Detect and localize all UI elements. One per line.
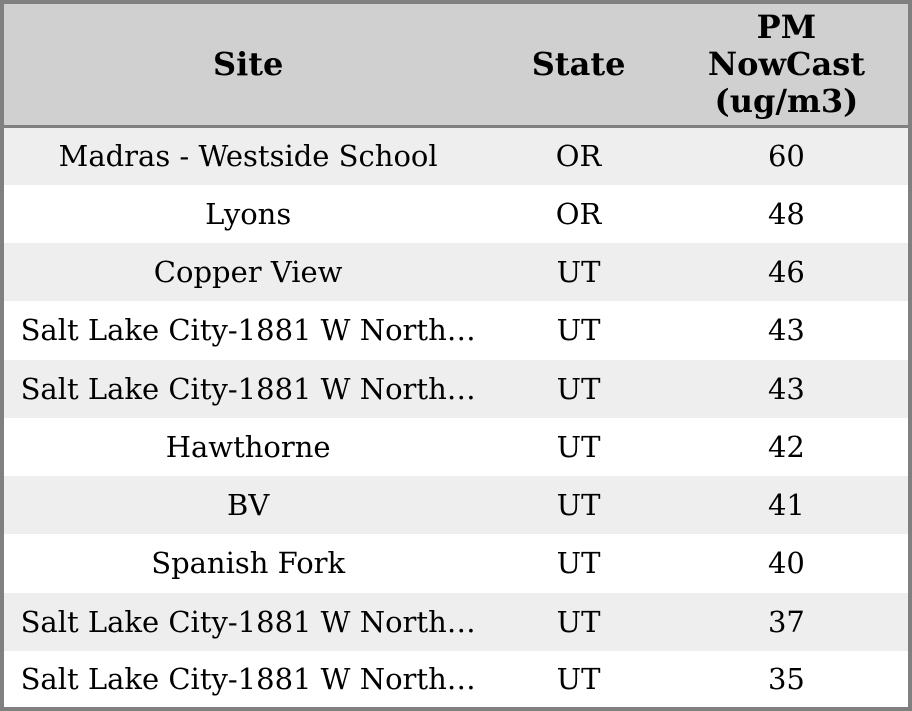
cell-state: UT <box>556 546 601 581</box>
table-row: Lyons OR 48 <box>2 184 910 243</box>
col-header-state: State <box>492 2 665 128</box>
cell-pm: 48 <box>767 196 805 231</box>
cell-state: UT <box>556 488 601 523</box>
table-row: BV UT 41 <box>2 476 910 535</box>
cell-pm: 42 <box>767 429 805 464</box>
cell-site: Salt Lake City-1881 W North… <box>20 313 476 348</box>
table-row: Spanish Fork UT 40 <box>2 534 910 593</box>
table-row: Hawthorne UT 42 <box>2 417 910 476</box>
cell-state: OR <box>555 139 602 174</box>
cell-state: UT <box>556 255 601 290</box>
cell-site: Salt Lake City-1881 W North… <box>20 661 476 696</box>
col-header-site: Site <box>2 2 493 128</box>
cell-state: UT <box>556 313 601 348</box>
cell-pm: 46 <box>767 255 805 290</box>
cell-pm: 41 <box>767 488 805 523</box>
table-row: Salt Lake City-1881 W North… UT 37 <box>2 592 910 651</box>
cell-site: Salt Lake City-1881 W North… <box>20 371 476 406</box>
table-row: Madras - Westside School OR 60 <box>2 126 910 185</box>
cell-state: UT <box>556 429 601 464</box>
cell-site: Salt Lake City-1881 W North… <box>20 604 476 639</box>
header-row: Site State PM NowCast (ug/m3) <box>2 2 910 128</box>
cell-pm: 43 <box>767 371 805 406</box>
cell-state: UT <box>556 661 601 696</box>
cell-site: Hawthorne <box>165 429 331 464</box>
cell-pm: 40 <box>767 546 805 581</box>
cell-pm: 43 <box>767 313 805 348</box>
col-header-pm-nowcast: PM NowCast (ug/m3) <box>664 2 910 128</box>
cell-site: Madras - Westside School <box>58 139 438 174</box>
table-row: Salt Lake City-1881 W North… UT 43 <box>2 359 910 418</box>
cell-state: UT <box>556 371 601 406</box>
cell-pm: 35 <box>767 661 805 696</box>
cell-site: Lyons <box>205 196 292 231</box>
table-row: Salt Lake City-1881 W North… UT 43 <box>2 301 910 360</box>
cell-site: Copper View <box>153 255 343 290</box>
cell-site: Spanish Fork <box>151 546 346 581</box>
cell-pm: 37 <box>767 604 805 639</box>
cell-state: UT <box>556 604 601 639</box>
cell-pm: 60 <box>767 139 805 174</box>
table-row: Copper View UT 46 <box>2 243 910 302</box>
cell-state: OR <box>555 196 602 231</box>
table-row: Salt Lake City-1881 W North… UT 35 <box>2 650 910 709</box>
cell-site: BV <box>227 488 270 523</box>
